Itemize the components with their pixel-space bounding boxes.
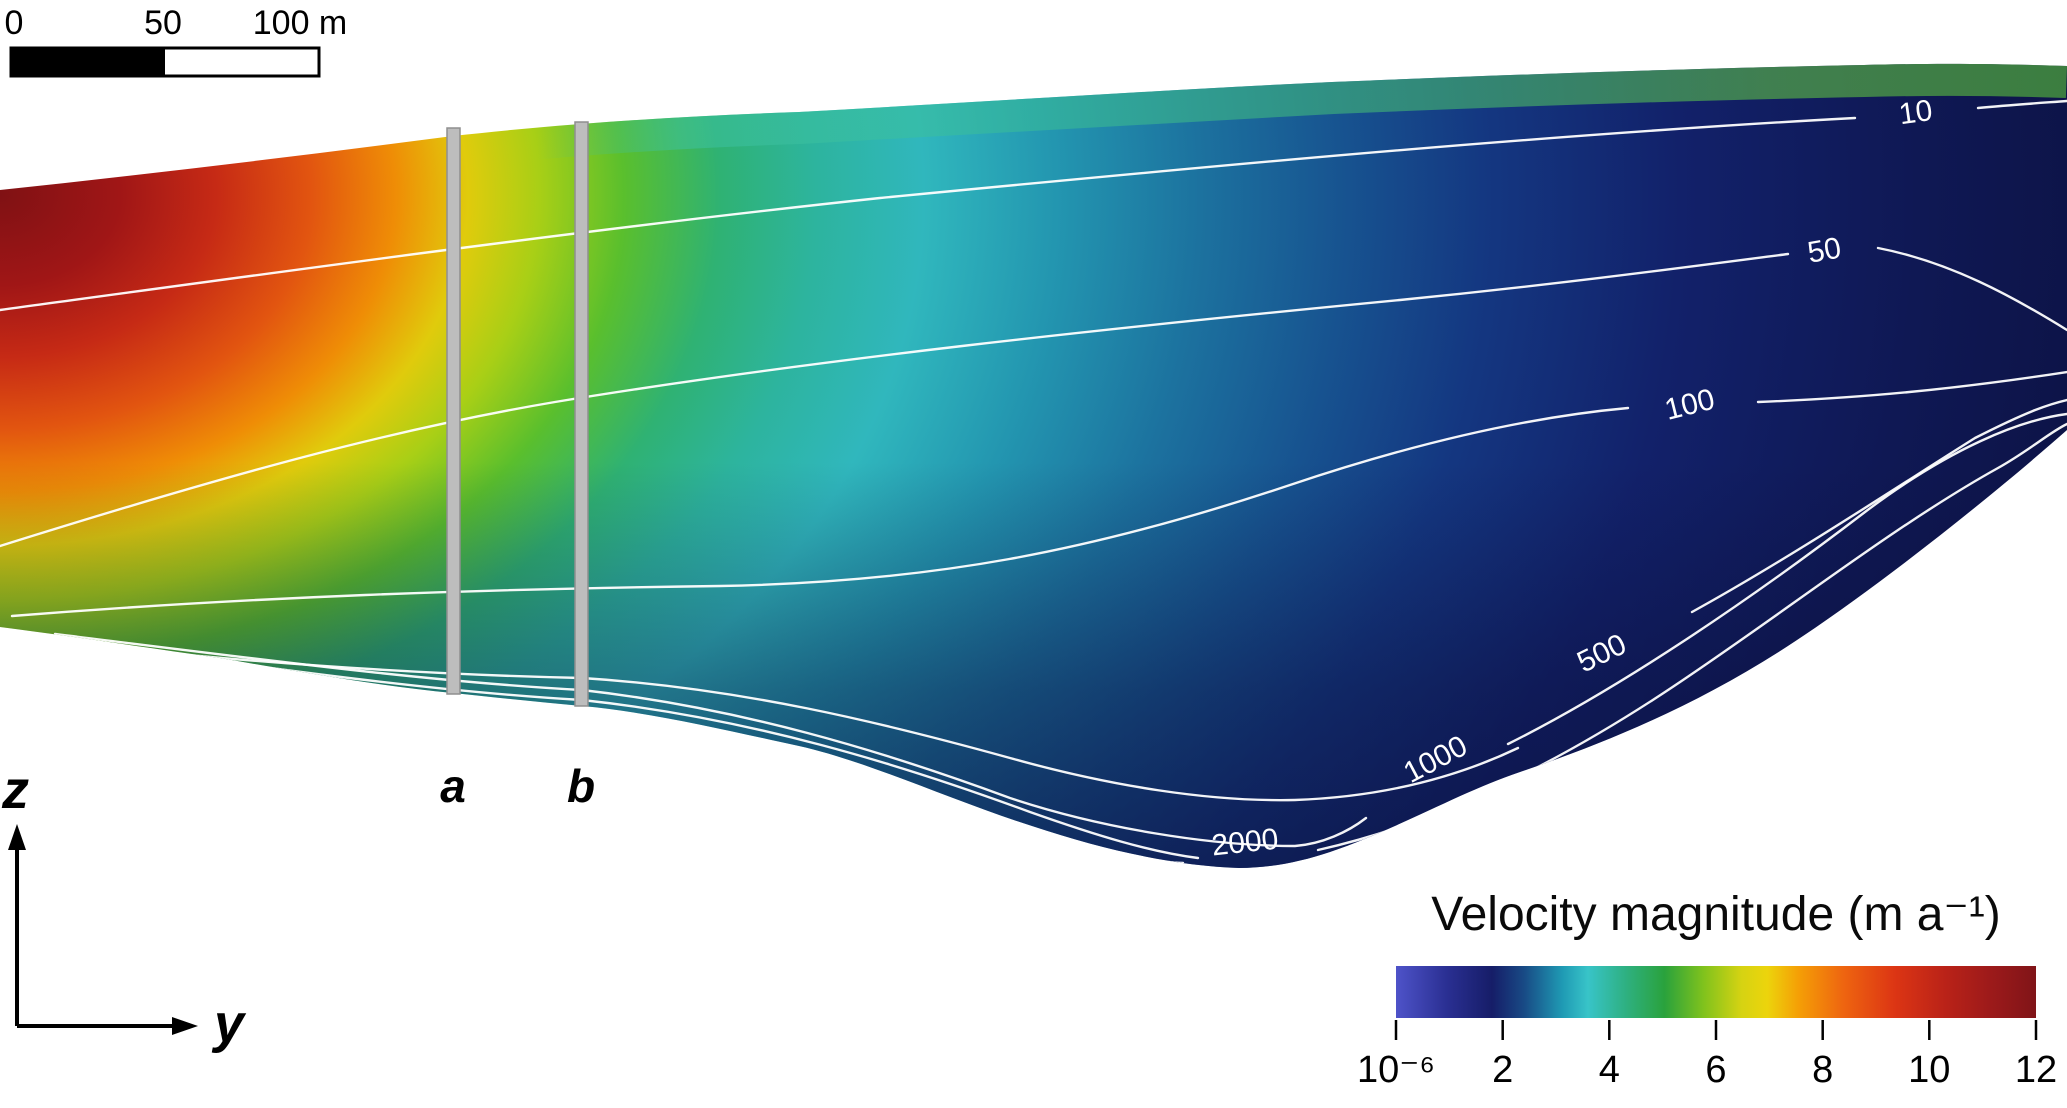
borehole-line-a xyxy=(446,127,461,695)
colorbar-tick-label: 10 xyxy=(1908,1049,1950,1091)
y-axis-arrowhead xyxy=(172,1017,198,1035)
y-axis-label: y xyxy=(211,994,247,1054)
coordinate-axes: z y xyxy=(1,760,247,1054)
colorbar-tick-label: 8 xyxy=(1812,1049,1833,1091)
colorbar-tick-labels: 10⁻⁶ 2 4 6 8 10 12 xyxy=(1357,1049,2057,1091)
colorbar: Velocity magnitude (m a⁻¹) 10⁻⁶ 2 4 6 8 … xyxy=(1357,888,2057,1091)
contour-line-10 xyxy=(0,116,1857,312)
contour-line-500 xyxy=(1690,398,2067,614)
borehole-label-b: b xyxy=(567,760,595,812)
contour-label-10: 10 xyxy=(1897,94,1935,131)
colorbar-ticks xyxy=(1394,1020,2038,1040)
contour-line-100 xyxy=(10,406,1630,618)
contour-line-1000 xyxy=(53,632,1368,848)
colorbar-gradient xyxy=(1396,966,2036,1018)
contour-line-10 xyxy=(1976,99,2067,110)
colorbar-title: Velocity magnitude (m a⁻¹) xyxy=(1431,888,2001,941)
contour-line-500 xyxy=(6,634,1520,802)
contour-line-50 xyxy=(0,252,1790,548)
scale-bar: 0 50 100 m xyxy=(5,4,348,78)
contour-label-2000: 2000 xyxy=(1210,823,1280,863)
borehole-lines: a b xyxy=(440,121,595,812)
colorbar-tick-label: 10⁻⁶ xyxy=(1357,1049,1435,1091)
borehole-line-b xyxy=(574,121,589,707)
scale-bar-filled-segment xyxy=(11,48,165,76)
contour-line-100 xyxy=(1756,370,2067,404)
colorbar-tick-label: 12 xyxy=(2015,1049,2057,1091)
contour-line-bed-bundle xyxy=(88,640,1200,860)
colorbar-tick-label: 6 xyxy=(1705,1049,1726,1091)
z-axis-label: z xyxy=(1,760,29,820)
colorbar-tick-label: 2 xyxy=(1492,1049,1513,1091)
contour-line-1000 xyxy=(1506,412,2067,746)
z-axis-arrowhead xyxy=(8,824,26,850)
colorbar-tick-label: 4 xyxy=(1599,1049,1620,1091)
scale-bar-label-100: 100 m xyxy=(253,4,348,42)
borehole-label-a: a xyxy=(440,760,466,812)
scale-bar-label-0: 0 xyxy=(5,4,24,42)
contour-line-50 xyxy=(1876,246,2067,332)
contour-label-50: 50 xyxy=(1805,231,1844,269)
scale-bar-label-50: 50 xyxy=(144,4,182,42)
